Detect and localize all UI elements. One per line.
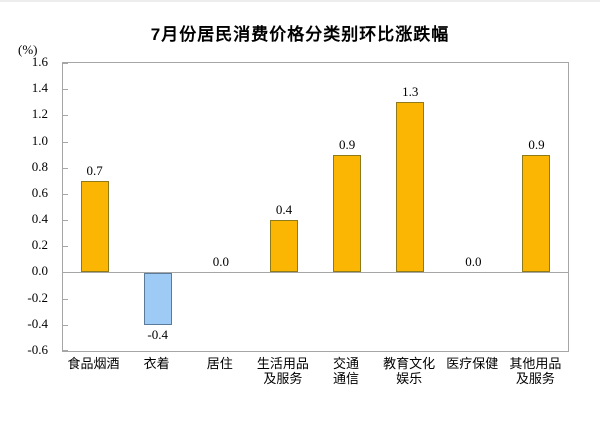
x-axis: 食品烟酒 衣着 居住 生活用品 及服务 交通 通信 教育文化 娱乐 医疗保健 其他用品 及服务 xyxy=(62,356,567,406)
y-tick-label: 0.0 xyxy=(31,263,48,279)
bar-negative xyxy=(143,273,172,325)
x-category-label: 交通 通信 xyxy=(333,356,360,386)
y-tick-label: 0.4 xyxy=(31,211,48,227)
x-category-label: 居住 xyxy=(206,356,233,371)
bar-positive xyxy=(333,154,362,273)
x-category-label: 生活用品 及服务 xyxy=(256,356,309,386)
y-tick-label: -0.4 xyxy=(27,315,48,331)
y-tick-mark xyxy=(63,167,68,169)
y-tick-mark xyxy=(63,350,68,351)
zero-line xyxy=(63,272,568,274)
bar-positive xyxy=(269,220,298,273)
x-category-label: 教育文化 娱乐 xyxy=(383,356,436,386)
x-category-label: 衣着 xyxy=(143,356,170,371)
bar-value-label: 0.7 xyxy=(86,162,103,178)
bar-value-label: 1.3 xyxy=(402,84,419,100)
y-tick-label: 1.2 xyxy=(31,106,48,122)
y-tick-label: 0.6 xyxy=(31,184,48,200)
bar-value-label: 0.4 xyxy=(275,202,293,218)
bar-value-label: 0.0 xyxy=(212,254,229,270)
y-tick-mark xyxy=(63,63,68,64)
y-tick-label: 0.2 xyxy=(31,237,48,253)
bar-positive xyxy=(396,102,425,273)
y-axis-unit-label: (%) xyxy=(18,42,38,57)
y-tick-label: -0.2 xyxy=(27,289,48,305)
chart-title: 7月份居民消费价格分类别环比涨跌幅 xyxy=(150,25,450,44)
bar-positive xyxy=(522,154,551,273)
y-tick-label: 1.4 xyxy=(31,80,48,96)
y-tick-mark xyxy=(63,193,68,195)
y-tick-mark xyxy=(63,115,68,117)
y-tick-label: 1.0 xyxy=(31,132,48,148)
plot-area: 0.7 -0.4 0.0 0.4 0.9 1.3 0.0 0.9 xyxy=(62,62,569,352)
bar-value-label: 0.9 xyxy=(338,136,356,152)
y-tick-label: -0.6 xyxy=(27,342,48,357)
y-tick-mark xyxy=(63,220,68,222)
y-axis: 1.6 1.4 1.2 1.0 0.8 0.6 0.4 0.2 0.0 -0.2 -0.4 -0.6 xyxy=(0,54,52,357)
bar-value-label: -0.4 xyxy=(147,326,168,342)
x-category-label: 医疗保健 xyxy=(446,356,499,371)
y-tick-mark xyxy=(63,324,68,326)
y-tick-mark xyxy=(63,272,68,274)
y-tick-label: 1.6 xyxy=(31,54,48,69)
y-tick-mark xyxy=(63,246,68,248)
y-tick-mark xyxy=(63,298,68,300)
bar-value-label: 0.0 xyxy=(465,254,482,270)
y-tick-mark xyxy=(63,89,68,91)
x-category-label: 其他用品 及服务 xyxy=(509,356,562,386)
bar-positive xyxy=(80,180,109,273)
bar-value-label: 0.9 xyxy=(528,136,545,152)
y-tick-label: 0.8 xyxy=(31,158,48,174)
y-tick-mark xyxy=(63,141,68,143)
x-category-label: 食品烟酒 xyxy=(67,356,120,371)
